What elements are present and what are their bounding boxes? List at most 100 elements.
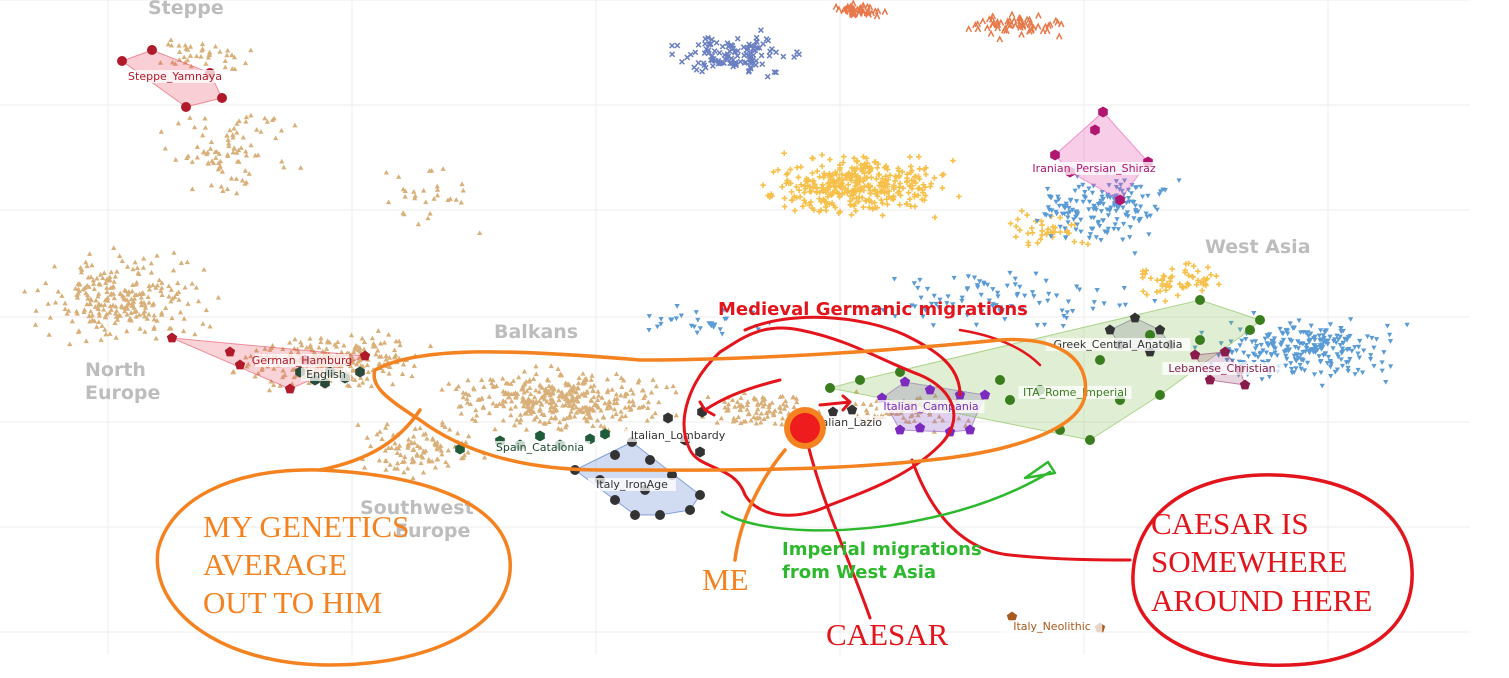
sample-point xyxy=(271,366,277,371)
sample-point xyxy=(111,295,117,301)
sample-point xyxy=(318,339,324,345)
sample-point xyxy=(508,398,515,404)
sample-point xyxy=(1027,18,1034,27)
sample-point xyxy=(546,388,552,394)
sample-point xyxy=(212,43,219,49)
sample-point xyxy=(722,399,728,404)
sample-point xyxy=(220,188,226,194)
sample-point xyxy=(555,387,562,393)
sample-point xyxy=(832,169,839,175)
sample-point xyxy=(705,50,712,57)
sample-point xyxy=(971,275,978,281)
sample-point xyxy=(571,413,578,419)
sample-point xyxy=(513,393,519,399)
sample-point xyxy=(808,199,814,205)
sample-point xyxy=(1057,224,1063,230)
sample-point xyxy=(674,42,681,49)
sample-point xyxy=(573,404,579,410)
sample-point xyxy=(630,398,636,404)
sample-point xyxy=(124,328,130,334)
sample-point xyxy=(594,417,601,423)
sample-point xyxy=(852,200,859,207)
sample-point xyxy=(1340,340,1346,346)
sample-point xyxy=(907,154,913,160)
sample-point xyxy=(222,58,228,64)
sample-point xyxy=(1047,214,1053,219)
sample-point xyxy=(769,400,775,405)
sample-point xyxy=(618,392,624,398)
sample-point xyxy=(1017,14,1024,22)
sample-point xyxy=(62,306,68,312)
sample-point xyxy=(91,318,98,324)
sample-point xyxy=(916,166,923,172)
sample-point xyxy=(753,410,759,415)
sample-point xyxy=(465,433,472,439)
sample-point xyxy=(584,390,590,395)
sample-point xyxy=(159,292,165,298)
sample-point xyxy=(1239,338,1245,344)
sample-point xyxy=(645,399,651,405)
sample-point xyxy=(719,331,725,337)
sample-point xyxy=(207,323,213,329)
greek-central-anatolia-point xyxy=(1154,324,1166,335)
sample-point xyxy=(194,154,200,160)
sample-point xyxy=(1312,334,1318,340)
sample-point xyxy=(98,337,104,342)
sample-point xyxy=(821,197,828,204)
sample-point xyxy=(1036,300,1043,306)
sample-point xyxy=(887,172,893,179)
sample-point xyxy=(84,301,90,307)
sample-point xyxy=(1046,291,1052,297)
sample-point xyxy=(1051,228,1057,235)
sample-point xyxy=(181,316,187,321)
sample-point xyxy=(646,327,652,333)
sample-point xyxy=(986,298,992,304)
sample-point xyxy=(1272,346,1278,352)
sample-point xyxy=(473,407,479,413)
sample-point xyxy=(722,404,728,410)
sample-point xyxy=(827,176,834,183)
sample-point xyxy=(341,342,347,348)
sample-point xyxy=(1048,234,1054,239)
sample-point xyxy=(658,317,664,322)
sample-point xyxy=(107,331,113,336)
sample-point xyxy=(1031,294,1037,299)
sample-point xyxy=(243,114,250,120)
sample-point xyxy=(1284,328,1291,334)
sample-point xyxy=(905,189,912,196)
sample-point xyxy=(781,203,788,210)
sample-point xyxy=(892,178,898,184)
german-hamburg-label-bg xyxy=(254,354,350,367)
sample-point xyxy=(877,179,884,186)
sample-point xyxy=(863,407,869,413)
sample-point xyxy=(67,341,73,347)
sample-point xyxy=(1371,345,1377,351)
sample-point xyxy=(234,190,240,196)
sample-point xyxy=(705,34,711,41)
sample-point xyxy=(978,309,985,314)
sample-point xyxy=(801,183,808,189)
sample-point xyxy=(217,49,223,54)
sample-point xyxy=(1025,230,1031,237)
sample-point xyxy=(189,280,195,286)
sample-point xyxy=(1045,226,1051,232)
sample-point xyxy=(307,344,313,350)
sample-point xyxy=(885,176,891,183)
sample-point xyxy=(550,397,556,402)
italy-neolithic-label: Italy_Neolithic xyxy=(1013,620,1091,633)
sample-point xyxy=(130,299,137,304)
sample-point xyxy=(915,192,921,199)
sample-point xyxy=(103,280,109,286)
sample-point xyxy=(1333,340,1339,346)
sample-point xyxy=(516,374,522,380)
sample-point xyxy=(1017,227,1023,233)
sample-point xyxy=(64,310,70,316)
sample-point xyxy=(706,321,712,326)
sample-point xyxy=(364,376,370,381)
sample-point xyxy=(459,181,465,187)
sample-point xyxy=(1352,372,1358,377)
sample-point xyxy=(558,426,564,432)
sample-point xyxy=(896,188,902,195)
sample-point xyxy=(792,207,798,214)
sample-point xyxy=(1383,379,1389,385)
